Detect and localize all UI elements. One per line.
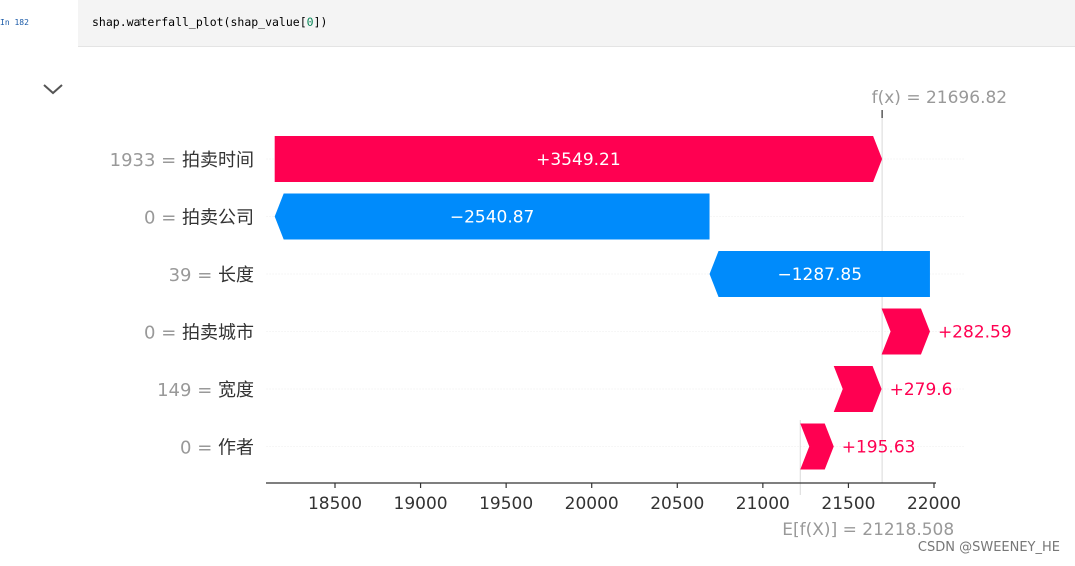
- code-editor[interactable]: 1 shap.waterfall_plot(shap_value[0]): [78, 0, 1075, 47]
- feature-label: 0 = 拍卖公司: [144, 208, 254, 229]
- x-tick-label: 21000: [736, 494, 790, 514]
- feature-label: 0 = 拍卖城市: [144, 323, 254, 344]
- fx-label: f(x) = 21696.82: [872, 88, 1007, 108]
- bar-value-label: −1287.85: [777, 265, 862, 285]
- feature-value: 0 =: [144, 323, 182, 344]
- feature-name: 拍卖城市: [182, 323, 254, 344]
- waterfall-bar: [274, 193, 710, 240]
- feature-name: 拍卖时间: [182, 150, 254, 171]
- collapse-output-button[interactable]: [41, 80, 65, 100]
- x-tick-label: 19000: [394, 494, 448, 514]
- bar-value-label: +279.6: [890, 380, 953, 400]
- waterfall-bar: [800, 423, 834, 470]
- code-suffix: ]): [313, 15, 328, 29]
- feature-label: 0 = 作者: [180, 438, 254, 459]
- code-index: 0: [306, 15, 314, 29]
- feature-label: 39 = 长度: [169, 265, 254, 286]
- feature-name: 拍卖公司: [182, 208, 254, 229]
- x-tick-label: 19500: [479, 494, 533, 514]
- feature-label: 149 = 宽度: [157, 380, 254, 401]
- chevron-down-icon: [43, 84, 63, 95]
- feature-label: 1933 = 拍卖时间: [110, 150, 254, 171]
- bar-value-label: +282.59: [938, 323, 1012, 343]
- waterfall-bar: [709, 251, 930, 297]
- feature-value: 0 =: [144, 208, 182, 229]
- feature-name: 作者: [218, 438, 254, 459]
- expected-value-label: E[f(X)] = 21218.508: [782, 520, 954, 540]
- bar-value-label: +3549.21: [536, 150, 621, 170]
- x-tick-label: 20500: [650, 494, 704, 514]
- x-tick-label: 22000: [907, 494, 961, 514]
- x-tick-label: 20000: [565, 494, 619, 514]
- code-cell[interactable]: In 182 1 shap.waterfall_plot(shap_value[…: [0, 0, 1075, 47]
- feature-value: 39 =: [169, 265, 218, 286]
- bar-value-label: +195.63: [842, 438, 916, 458]
- feature-value: 1933 =: [110, 150, 182, 171]
- feature-name: 长度: [218, 265, 254, 286]
- code-line[interactable]: shap.waterfall_plot(shap_value[0]): [92, 15, 327, 29]
- code-prefix: shap.waterfall_plot(shap_value[: [92, 15, 307, 29]
- line-number: 1: [138, 18, 143, 27]
- waterfall-bar: [881, 308, 930, 355]
- waterfall-bar: [833, 366, 882, 412]
- feature-value: 0 =: [180, 438, 218, 459]
- bar-value-label: −2540.87: [450, 208, 535, 228]
- x-tick-label: 21500: [821, 494, 875, 514]
- feature-value: 149 =: [157, 380, 218, 401]
- cell-prompt: In 182: [0, 18, 29, 27]
- watermark: CSDN @SWEENEY_HE: [917, 540, 1060, 555]
- feature-name: 宽度: [218, 380, 254, 401]
- waterfall-bar: [274, 136, 883, 182]
- x-tick-label: 18500: [308, 494, 362, 514]
